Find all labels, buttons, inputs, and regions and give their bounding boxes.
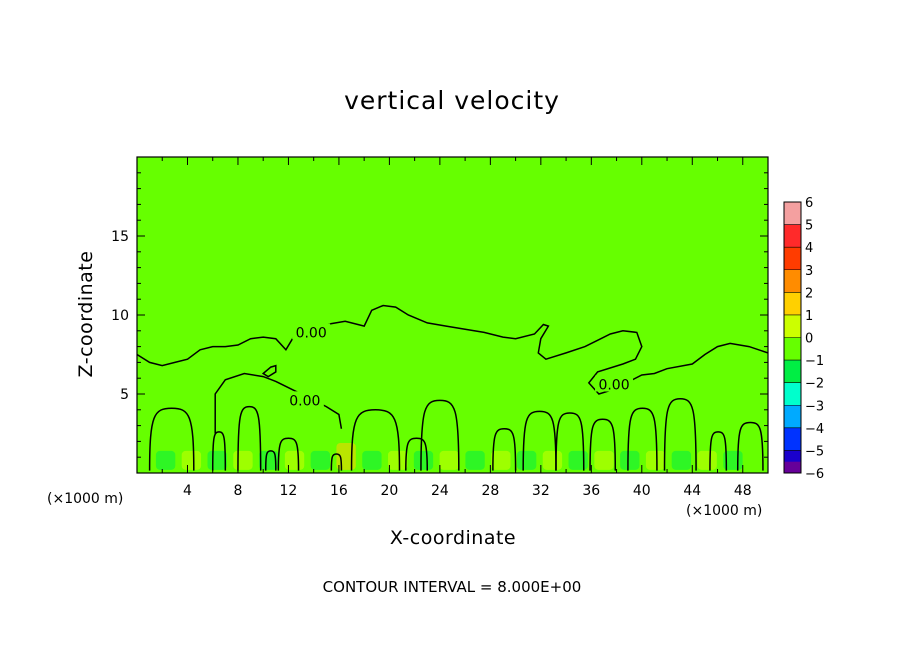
contour-lines: 0.00 0.00 0.00 xyxy=(136,304,769,471)
contour-label-bg xyxy=(285,391,324,408)
colorbar-swatch xyxy=(784,269,801,293)
y-tick-label: 5 xyxy=(120,387,129,403)
colorbar-swatch xyxy=(784,337,801,361)
colorbar-label: 3 xyxy=(805,264,813,279)
x-tick-label: 48 xyxy=(734,483,752,499)
updraft-contour xyxy=(627,407,658,471)
velocity-field xyxy=(137,157,768,473)
colorbar-label: 0 xyxy=(805,332,813,347)
velocity-cell xyxy=(568,450,588,470)
updraft-contour xyxy=(405,437,429,471)
velocity-cell xyxy=(491,450,511,470)
colorbar-label: −1 xyxy=(805,354,824,369)
velocity-cell xyxy=(594,450,614,470)
y-axis-label: Z-coordinate xyxy=(75,250,97,378)
velocity-cell xyxy=(388,450,408,470)
updraft-contour xyxy=(522,410,557,471)
x-axis: 4 8 12 16 20 24 28 32 36 40 44 48 xyxy=(161,157,752,499)
field-background xyxy=(137,157,768,473)
velocity-cell xyxy=(439,450,459,470)
colorbar-swatch xyxy=(784,202,801,225)
y-tick-label: 15 xyxy=(111,229,129,245)
contour-label: 0.00 xyxy=(598,378,629,394)
contour-label: 0.00 xyxy=(289,393,320,409)
z-unit-label-right: (×1000 m) xyxy=(686,503,763,519)
x-tick-label: 20 xyxy=(380,483,398,499)
velocity-cell xyxy=(413,450,434,470)
zero-contour-mid xyxy=(214,372,343,434)
velocity-cell xyxy=(284,450,305,470)
x-tick-label: 4 xyxy=(183,483,192,499)
updraft-contour xyxy=(264,450,277,471)
velocity-cell xyxy=(181,450,202,470)
colorbar-label: −4 xyxy=(805,422,824,437)
updraft-contour xyxy=(709,431,728,471)
colorbar-label: −2 xyxy=(805,377,824,392)
velocity-cell xyxy=(155,450,176,470)
colorbar-swatch xyxy=(784,382,801,406)
velocity-cell xyxy=(259,450,279,470)
x-tick-label: 8 xyxy=(233,483,242,499)
contour-label-bg xyxy=(292,323,331,340)
colorbar: 6 5 4 3 2 1 0 −1 −2 −3 −4 −5 −6 xyxy=(783,196,824,482)
colorbar-swatch xyxy=(784,247,801,270)
velocity-cell xyxy=(620,450,640,470)
colorbar-label: 2 xyxy=(805,286,813,301)
updraft-contour xyxy=(589,418,617,471)
velocity-cell xyxy=(362,450,382,470)
updraft-contour xyxy=(277,437,300,471)
updraft-contour xyxy=(330,453,343,471)
colorbar-swatch xyxy=(784,292,801,315)
x-tick-label: 36 xyxy=(582,483,600,499)
updraft-contour xyxy=(555,412,585,471)
velocity-cell xyxy=(542,450,563,470)
y-axis: 5 10 15 xyxy=(111,172,768,458)
x-unit-label-left: (×1000 m) xyxy=(47,491,124,507)
colorbar-label: −5 xyxy=(805,444,824,459)
updraft-contour xyxy=(350,409,401,471)
colorbar-swatch xyxy=(784,427,801,451)
updraft-contour xyxy=(237,405,262,471)
colorbar-swatch xyxy=(784,224,801,248)
colorbar-swatch xyxy=(784,314,801,338)
contour-label-bg xyxy=(595,375,634,392)
updraft-contour xyxy=(663,397,697,471)
colorbar-swatch xyxy=(784,405,801,428)
x-tick-label: 40 xyxy=(633,483,651,499)
colorbar-label: 4 xyxy=(805,241,813,256)
velocity-cell xyxy=(671,450,692,470)
colorbar-label: −3 xyxy=(805,399,824,414)
contour-label: 0.00 xyxy=(296,325,327,341)
x-tick-label: 44 xyxy=(683,483,701,499)
chart-title: vertical velocity xyxy=(344,86,560,115)
colorbar-label: 1 xyxy=(805,309,813,324)
zero-contour-small xyxy=(261,364,277,378)
velocity-cell xyxy=(233,450,253,470)
updraft-contour xyxy=(420,399,460,471)
x-tick-label: 12 xyxy=(280,483,298,499)
velocity-cell xyxy=(465,450,485,470)
updraft-contour xyxy=(148,407,195,471)
velocity-cell xyxy=(516,450,537,470)
x-tick-label: 16 xyxy=(330,483,348,499)
colorbar-label: 6 xyxy=(805,196,813,211)
colorbar-swatch xyxy=(784,360,801,383)
x-axis-label: X-coordinate xyxy=(389,527,517,549)
velocity-cell xyxy=(645,450,666,470)
velocity-cell xyxy=(697,450,717,470)
updraft-contour xyxy=(211,431,227,471)
velocity-cell xyxy=(207,450,227,470)
y-tick-label: 10 xyxy=(111,308,129,324)
updraft-contour xyxy=(736,421,764,471)
colorbar-swatch xyxy=(784,461,801,473)
x-tick-label: 24 xyxy=(431,483,449,499)
colorbar-label: 5 xyxy=(805,219,813,234)
x-tick-label: 28 xyxy=(481,483,499,499)
colorbar-label: −6 xyxy=(805,467,824,482)
updraft-contour xyxy=(492,428,517,471)
x-tick-label: 32 xyxy=(532,483,550,499)
contour-interval-note: CONTOUR INTERVAL = 8.000E+00 xyxy=(322,578,582,596)
velocity-cell xyxy=(310,450,331,470)
